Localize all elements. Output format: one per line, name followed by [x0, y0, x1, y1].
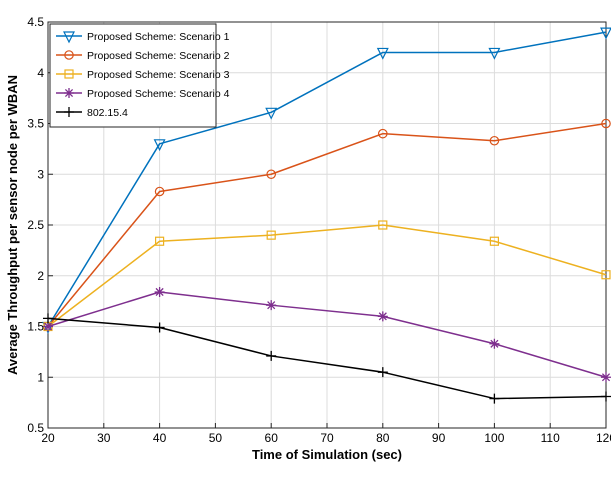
series-4-line: [47, 291, 607, 378]
x-axis-title: Time of Simulation (sec): [252, 447, 402, 462]
series-5-point: [43, 313, 53, 324]
x-tick-label: 40: [153, 431, 167, 445]
y-tick-label: 1: [37, 370, 44, 384]
series-3-point: [601, 270, 611, 280]
x-tick-label: 50: [209, 431, 223, 445]
series-4-point: [266, 300, 277, 311]
legend-label: 802.15.4: [87, 107, 128, 119]
series-2: [43, 118, 611, 332]
legend-label: Proposed Scheme: Scenario 1: [87, 31, 230, 43]
y-tick-label: 3.5: [27, 117, 44, 131]
series-1-point: [265, 107, 278, 120]
series-3-point: [378, 220, 388, 230]
series-4-point: [601, 372, 611, 383]
legend-swatch-marker: [64, 69, 74, 79]
series-3-point: [489, 236, 499, 246]
series-1-point: [600, 27, 611, 40]
legend: Proposed Scheme: Scenario 1 Proposed Sche…: [49, 23, 230, 128]
x-tick-label: 30: [97, 431, 111, 445]
legend-swatch-marker: [64, 107, 74, 117]
x-tick-label: 120: [596, 431, 611, 445]
series-1: [42, 27, 611, 334]
legend-label: Proposed Scheme: Scenario 2: [87, 50, 230, 62]
series-3-line: [47, 224, 607, 328]
legend-box: [49, 23, 217, 128]
y-axis-title: Average Throughput per sensor node per W…: [5, 75, 20, 375]
x-tick-label: 100: [484, 431, 504, 445]
legend-label: Proposed Scheme: Scenario 4: [87, 88, 230, 100]
series-4-point: [489, 338, 500, 349]
series-group: [42, 27, 611, 404]
y-tick-label: 3: [37, 167, 44, 181]
y-tick-label: 1.5: [27, 320, 44, 334]
series-2-point: [601, 118, 611, 129]
series-3-point: [155, 236, 165, 246]
x-tick-label: 80: [376, 431, 390, 445]
series-4: [43, 286, 611, 383]
series-5-point: [154, 322, 165, 333]
series-4-point: [377, 311, 388, 322]
y-tick-label: 2.5: [27, 218, 44, 232]
legend-swatch-marker: [64, 50, 74, 60]
series-4-point: [154, 286, 165, 297]
x-tick-label: 20: [41, 431, 55, 445]
series-2-point: [154, 186, 165, 197]
x-tick-label: 60: [265, 431, 279, 445]
series-5-point: [601, 391, 611, 402]
y-tick-label: 2: [37, 269, 44, 283]
series-1-point: [488, 47, 501, 60]
x-tick-label: 110: [541, 431, 560, 445]
series-5-point: [377, 367, 388, 378]
y-tick-label: 4: [37, 66, 44, 80]
series-4-point: [43, 321, 53, 332]
series-2-point: [377, 128, 388, 139]
series-5-point: [489, 393, 500, 404]
y-tick-label: 4.5: [27, 15, 44, 29]
axis-ticks: 20 30 40 50 60 70 80 90 100 110 120 0.5 1 1.5 2 2.5 3 3.5…: [27, 15, 611, 445]
series-5-point: [266, 350, 277, 361]
y-tick-label: 0.5: [27, 421, 44, 435]
legend-swatch-marker: [63, 31, 75, 44]
series-2-line: [47, 122, 607, 327]
series-1-point: [376, 47, 389, 60]
x-tick-label: 90: [432, 431, 446, 445]
series-2-point: [489, 135, 500, 146]
legend-swatch-marker: [64, 88, 74, 98]
legend-label: Proposed Scheme: Scenario 3: [87, 69, 230, 81]
series-2-point: [266, 169, 276, 180]
series-1-point: [153, 139, 166, 152]
series-5: [43, 313, 611, 404]
x-tick-label: 70: [320, 431, 334, 445]
series-5-line: [47, 317, 607, 400]
series-1-line: [47, 31, 607, 327]
series-3-point: [266, 230, 276, 240]
